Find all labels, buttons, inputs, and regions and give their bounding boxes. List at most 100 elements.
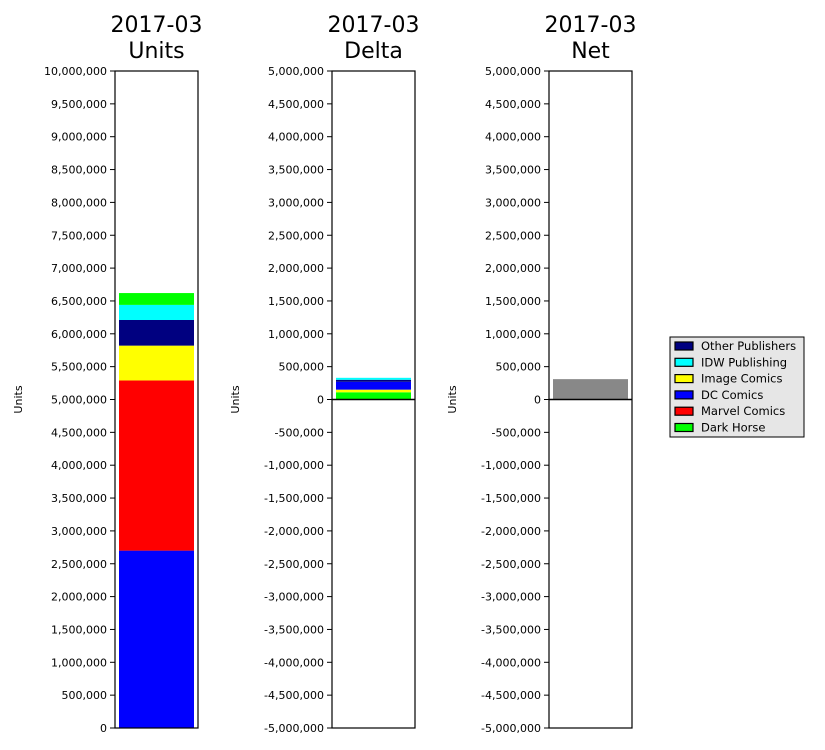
legend-swatch-idw-publishing (674, 357, 694, 367)
y-tick-label: 4,000,000 (268, 131, 324, 144)
legend-box (669, 336, 805, 438)
y-tick-label: 4,500,000 (51, 426, 107, 439)
panel-title-line-1: 2017-03 (111, 13, 203, 38)
y-tick-label: 8,000,000 (51, 196, 107, 209)
chart-panel-1: 2017-03Units0500,0001,000,0001,500,0002,… (12, 13, 202, 735)
y-axis-label: Units (12, 385, 25, 413)
y-tick-label: 3,500,000 (268, 164, 324, 177)
legend-label-dc-comics: DC Comics (701, 388, 763, 402)
y-tick-label: 500,000 (62, 689, 108, 702)
y-tick-label: 6,000,000 (51, 328, 107, 341)
y-tick-label: 2,500,000 (51, 558, 107, 571)
panel-title-line-2: Units (128, 39, 184, 64)
bar-segment-marvel-comics (119, 380, 194, 551)
y-tick-label: -5,000,000 (481, 722, 541, 735)
legend-swatch-dc-comics (674, 390, 694, 400)
y-tick-label: 5,000,000 (268, 65, 324, 78)
bar-segment-image-comics (336, 389, 411, 393)
panel-title-line-2: Net (571, 39, 610, 64)
y-tick-label: -500,000 (275, 426, 324, 439)
y-tick-label: -1,000,000 (481, 459, 541, 472)
y-tick-label: 2,000,000 (51, 591, 107, 604)
y-tick-label: 0 (317, 394, 324, 407)
y-tick-label: -5,000,000 (264, 722, 324, 735)
bar-segment-dc-comics (336, 381, 411, 390)
y-tick-label: -4,500,000 (264, 689, 324, 702)
y-tick-label: -2,000,000 (264, 525, 324, 538)
legend: Other Publishers IDW Publishing Image Comi… (669, 336, 805, 438)
legend-label-idw-publishing: IDW Publishing (701, 355, 787, 369)
y-tick-label: 500,000 (279, 361, 325, 374)
y-tick-label: -3,500,000 (264, 623, 324, 636)
y-axis-label: Units (446, 385, 459, 413)
y-tick-label: 2,000,000 (485, 262, 541, 275)
y-tick-label: 1,000,000 (268, 328, 324, 341)
y-tick-label: 1,500,000 (268, 295, 324, 308)
y-tick-label: 1,500,000 (51, 623, 107, 636)
y-tick-label: 5,000,000 (485, 65, 541, 78)
y-tick-label: 0 (100, 722, 107, 735)
y-tick-label: 3,000,000 (485, 196, 541, 209)
y-tick-label: -3,500,000 (481, 623, 541, 636)
legend-swatch-other-publishers (674, 341, 694, 351)
legend-label-marvel-comics: Marvel Comics (701, 404, 785, 418)
legend-label-image-comics: Image Comics (701, 372, 782, 386)
y-tick-label: -1,500,000 (481, 492, 541, 505)
y-tick-label: 1,000,000 (485, 328, 541, 341)
legend-label-other-publishers: Other Publishers (701, 339, 796, 353)
bar-segment-dark-horse (119, 293, 194, 305)
y-tick-label: -3,000,000 (264, 591, 324, 604)
legend-swatch-marvel-comics (674, 406, 694, 416)
y-tick-label: 10,000,000 (44, 65, 107, 78)
y-tick-label: 9,500,000 (51, 98, 107, 111)
legend-swatch-image-comics (674, 374, 694, 384)
y-tick-label: 1,500,000 (485, 295, 541, 308)
y-tick-label: 4,000,000 (485, 131, 541, 144)
panel-title-line-2: Delta (344, 39, 403, 64)
panel-title-line-1: 2017-03 (545, 13, 637, 38)
y-tick-label: 4,500,000 (485, 98, 541, 111)
y-tick-label: -4,000,000 (264, 656, 324, 669)
bar-segment (553, 379, 628, 400)
y-tick-label: 2,500,000 (485, 229, 541, 242)
y-tick-label: 1,000,000 (51, 656, 107, 669)
y-tick-label: -500,000 (492, 426, 541, 439)
y-tick-label: 2,000,000 (268, 262, 324, 275)
bar-segment-idw-publishing (336, 377, 411, 380)
y-tick-label: 3,000,000 (51, 525, 107, 538)
y-tick-label: -2,000,000 (481, 525, 541, 538)
y-tick-label: -3,000,000 (481, 591, 541, 604)
y-tick-label: -4,500,000 (481, 689, 541, 702)
y-tick-label: 5,500,000 (51, 361, 107, 374)
panel-title-line-1: 2017-03 (328, 13, 420, 38)
y-tick-label: 7,500,000 (51, 229, 107, 242)
bar-segment-image-comics (119, 345, 194, 381)
y-tick-label: 8,500,000 (51, 164, 107, 177)
bar-segment-other-publishers (336, 379, 411, 382)
y-tick-label: 2,500,000 (268, 229, 324, 242)
y-tick-label: 9,000,000 (51, 131, 107, 144)
bar-segment-other-publishers (119, 320, 194, 346)
legend-label-dark-horse: Dark Horse (701, 421, 765, 435)
y-tick-label: -2,500,000 (481, 558, 541, 571)
y-tick-label: -1,500,000 (264, 492, 324, 505)
y-tick-label: 500,000 (496, 361, 542, 374)
y-tick-label: -1,000,000 (264, 459, 324, 472)
y-tick-label: 0 (534, 394, 541, 407)
y-tick-label: 4,500,000 (268, 98, 324, 111)
y-tick-label: 3,000,000 (268, 196, 324, 209)
y-tick-label: -2,500,000 (264, 558, 324, 571)
y-tick-label: 3,500,000 (485, 164, 541, 177)
legend-swatch-dark-horse (674, 422, 694, 433)
bar-segment-idw-publishing (119, 304, 194, 321)
bar-segment-dc-comics (119, 550, 194, 728)
y-axis-label: Units (229, 385, 242, 413)
y-tick-label: 4,000,000 (51, 459, 107, 472)
y-tick-label: -4,000,000 (481, 656, 541, 669)
y-tick-label: 7,000,000 (51, 262, 107, 275)
y-tick-label: 6,500,000 (51, 295, 107, 308)
y-tick-label: 3,500,000 (51, 492, 107, 505)
